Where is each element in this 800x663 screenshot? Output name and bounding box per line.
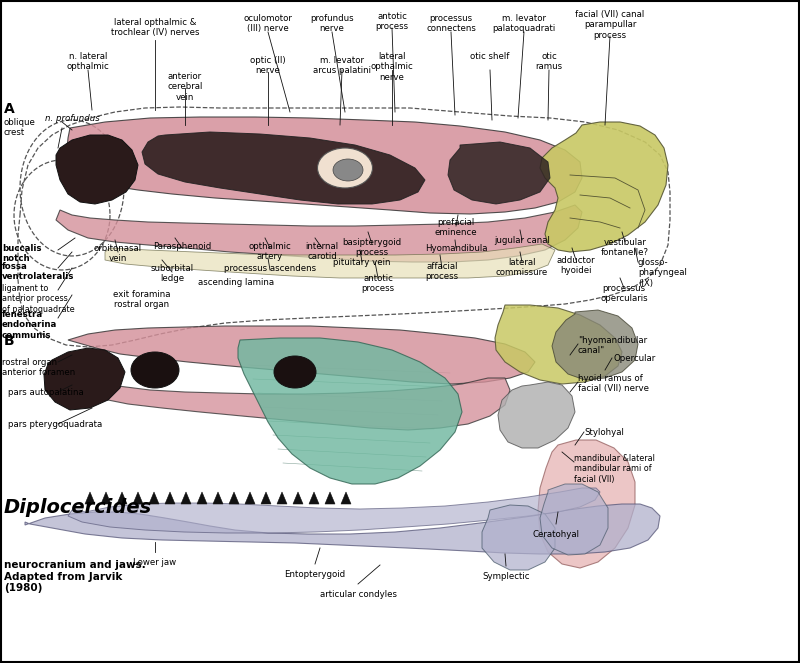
Text: "hyomandibular
canal": "hyomandibular canal" <box>578 336 647 355</box>
Text: suborbital
ledge: suborbital ledge <box>150 264 194 283</box>
Polygon shape <box>261 492 271 504</box>
Text: pars pterygoquadrata: pars pterygoquadrata <box>8 420 102 429</box>
Text: Hyomandibula: Hyomandibula <box>425 244 487 253</box>
Text: processus
connectens: processus connectens <box>426 14 476 33</box>
Text: optic (II)
nerve: optic (II) nerve <box>250 56 286 76</box>
Polygon shape <box>540 122 668 252</box>
Text: articular condyles: articular condyles <box>319 590 397 599</box>
Text: m. levator
arcus palatini: m. levator arcus palatini <box>313 56 371 76</box>
Polygon shape <box>105 244 555 278</box>
Text: basipterygoid
process: basipterygoid process <box>342 238 402 257</box>
Text: Diplocercides: Diplocercides <box>4 498 152 517</box>
Polygon shape <box>495 305 622 384</box>
Ellipse shape <box>131 352 179 388</box>
Text: oblique
crest: oblique crest <box>4 118 36 137</box>
Text: n. profundus: n. profundus <box>45 114 100 123</box>
Polygon shape <box>213 492 223 504</box>
Text: profundus
nerve: profundus nerve <box>310 14 354 33</box>
Text: adductor
hyoidei: adductor hyoidei <box>557 256 595 275</box>
Text: lateral opthalmic &
trochlear (IV) nerves: lateral opthalmic & trochlear (IV) nerve… <box>110 18 199 37</box>
Text: processus
opercularis: processus opercularis <box>600 284 648 304</box>
Text: antotic
process: antotic process <box>375 12 409 31</box>
Polygon shape <box>68 326 535 384</box>
Text: exit foramina
rostral organ: exit foramina rostral organ <box>114 290 170 310</box>
Text: B: B <box>4 334 14 348</box>
Polygon shape <box>67 117 582 214</box>
Text: buccalis
notch: buccalis notch <box>2 244 42 263</box>
Text: oculomotor
(III) nerve: oculomotor (III) nerve <box>243 14 293 33</box>
Polygon shape <box>448 142 550 204</box>
Text: internal
carotid: internal carotid <box>306 242 338 261</box>
Polygon shape <box>293 492 303 504</box>
Text: vestibular
fontanelle?: vestibular fontanelle? <box>601 238 649 257</box>
Text: jugular canal: jugular canal <box>494 236 550 245</box>
Text: otic shelf: otic shelf <box>470 52 510 61</box>
Polygon shape <box>56 135 138 204</box>
Text: Ceratohyal: Ceratohyal <box>533 530 579 539</box>
Polygon shape <box>538 440 635 568</box>
Text: m. levator
palatoquadrati: m. levator palatoquadrati <box>492 14 556 33</box>
Text: anterior
cerebral
vein: anterior cerebral vein <box>167 72 202 102</box>
Polygon shape <box>277 492 287 504</box>
Polygon shape <box>56 205 582 262</box>
Text: opthalmic
artery: opthalmic artery <box>249 242 291 261</box>
Text: ascending lamina: ascending lamina <box>198 278 274 287</box>
Polygon shape <box>229 492 239 504</box>
Polygon shape <box>197 492 207 504</box>
Polygon shape <box>341 492 351 504</box>
Polygon shape <box>149 492 159 504</box>
Text: neurocranium and jaws.
Adapted from Jarvik
(1980): neurocranium and jaws. Adapted from Jarv… <box>4 560 146 593</box>
Text: facial (VII) canal
parampullar
process: facial (VII) canal parampullar process <box>575 10 645 40</box>
Ellipse shape <box>274 356 316 388</box>
Ellipse shape <box>333 159 363 181</box>
Text: otic
ramus: otic ramus <box>535 52 562 72</box>
Polygon shape <box>68 488 600 533</box>
Polygon shape <box>25 504 660 554</box>
Text: Symplectic: Symplectic <box>482 572 530 581</box>
Polygon shape <box>498 382 575 448</box>
Text: fossa
ventrolateralis: fossa ventrolateralis <box>2 262 74 281</box>
Polygon shape <box>325 492 335 504</box>
Text: mandibular &lateral
mandibular rami of
facial (VII): mandibular &lateral mandibular rami of f… <box>574 454 655 484</box>
Text: Parasphenoid: Parasphenoid <box>153 242 211 251</box>
Text: prefacial
eminence: prefacial eminence <box>434 218 478 237</box>
Text: glosso-
pharyngeal
(IX): glosso- pharyngeal (IX) <box>638 258 687 288</box>
Text: lateral
opthalmic
nerve: lateral opthalmic nerve <box>370 52 414 82</box>
Text: fenestra
endonarina
communis: fenestra endonarina communis <box>2 310 58 340</box>
Ellipse shape <box>318 148 373 188</box>
Polygon shape <box>133 492 143 504</box>
Text: antotic
process: antotic process <box>362 274 394 294</box>
Text: orbitonasal
vein: orbitonasal vein <box>94 244 142 263</box>
Polygon shape <box>540 484 608 555</box>
Polygon shape <box>52 370 510 430</box>
Text: pars autopalatina: pars autopalatina <box>8 388 84 397</box>
Text: Opercular: Opercular <box>614 354 656 363</box>
Text: pituitary vein: pituitary vein <box>334 258 390 267</box>
Text: lateral
commissure: lateral commissure <box>496 258 548 277</box>
Text: Entopterygoid: Entopterygoid <box>285 570 346 579</box>
Polygon shape <box>181 492 191 504</box>
Polygon shape <box>117 492 127 504</box>
Text: ligament to
anterior process
of palatoquadrate: ligament to anterior process of palatoqu… <box>2 284 74 314</box>
Polygon shape <box>142 132 425 204</box>
Text: A: A <box>4 102 14 116</box>
Text: processus ascendens: processus ascendens <box>224 264 316 273</box>
Polygon shape <box>238 338 462 484</box>
Polygon shape <box>85 492 95 504</box>
Text: hyoid ramus of
facial (VII) nerve: hyoid ramus of facial (VII) nerve <box>578 374 649 393</box>
Polygon shape <box>101 492 111 504</box>
Polygon shape <box>309 492 319 504</box>
Polygon shape <box>552 310 638 380</box>
Text: Stylohyal: Stylohyal <box>584 428 624 437</box>
Polygon shape <box>245 492 255 504</box>
Text: Lower jaw: Lower jaw <box>134 558 177 567</box>
Text: rostral organ
anterior foramen: rostral organ anterior foramen <box>2 358 75 377</box>
Polygon shape <box>165 492 175 504</box>
Text: affacial
process: affacial process <box>426 262 458 281</box>
Polygon shape <box>482 505 555 570</box>
Polygon shape <box>44 348 125 410</box>
Text: n. lateral
opthalmic: n. lateral opthalmic <box>66 52 110 72</box>
